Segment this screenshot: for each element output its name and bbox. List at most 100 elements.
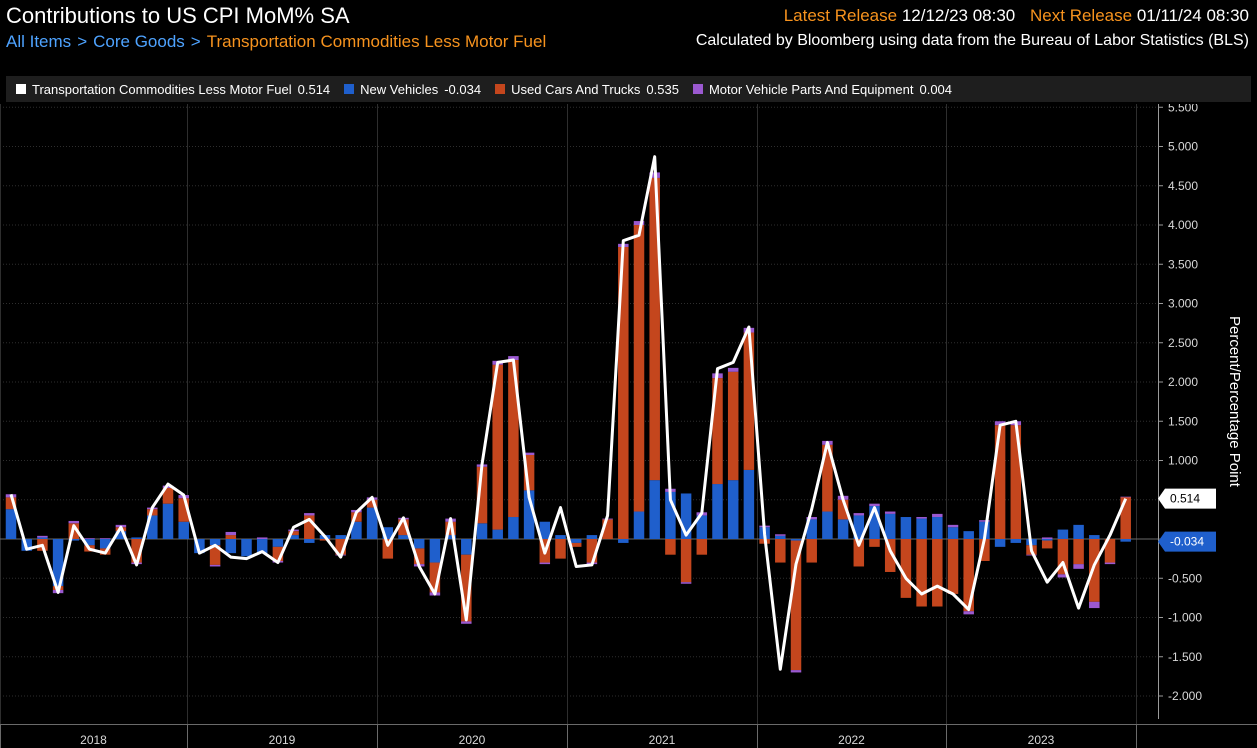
bar-new-vehicles (209, 539, 221, 546)
bar-motor-vehicle-parts-and-equipment (225, 531, 237, 536)
y-axis-title: Percent/Percentage Point (1226, 316, 1243, 488)
bar-used-cars-and-trucks (727, 371, 739, 481)
bar-new-vehicles (822, 511, 833, 539)
breadcrumb-separator-icon: > (190, 32, 201, 51)
bar-new-vehicles (727, 480, 739, 539)
y-tick-label: -1.500 (1168, 650, 1202, 664)
bar-motor-vehicle-parts-and-equipment (806, 517, 817, 520)
legend-swatch-parts (692, 84, 703, 94)
bar-used-cars-and-trucks (5, 497, 17, 510)
bar-used-cars-and-trucks (790, 540, 802, 671)
bar-used-cars-and-trucks (932, 539, 943, 607)
bar-used-cars-and-trucks (555, 539, 566, 559)
breadcrumb-core-goods[interactable]: Core Goods (93, 32, 185, 51)
bar-used-cars-and-trucks (665, 539, 676, 555)
bar-new-vehicles (241, 539, 252, 557)
last-value-marker (1158, 531, 1216, 552)
breadcrumb-separator-icon: > (77, 32, 88, 51)
bar-new-vehicles (413, 539, 425, 549)
bar-new-vehicles (884, 513, 896, 539)
bar-used-cars-and-trucks (696, 539, 708, 555)
y-tick-label: -1.000 (1168, 611, 1202, 625)
y-tick-label: 5.000 (1168, 140, 1198, 154)
bar-used-cars-and-trucks (523, 455, 535, 491)
bar-used-cars-and-trucks (869, 539, 880, 547)
bar-motor-vehicle-parts-and-equipment (963, 611, 974, 615)
source-note: Calculated by Bloomberg using data from … (695, 32, 1249, 49)
chart-header: Contributions to US CPI MoM% SA Latest R… (0, 0, 1257, 56)
bar-used-cars-and-trucks (1089, 539, 1100, 602)
bar-used-cars-and-trucks (586, 539, 598, 563)
bar-used-cars-and-trucks (413, 548, 425, 565)
breadcrumb-all-items[interactable]: All Items (6, 32, 72, 51)
y-tick-label: 4.500 (1168, 179, 1198, 193)
bar-new-vehicles (288, 535, 299, 539)
bar-used-cars-and-trucks (963, 539, 974, 612)
bar-used-cars-and-trucks (272, 546, 284, 561)
bar-used-cars-and-trucks (680, 539, 692, 583)
chart-legend: Transportation Commodities Less Motor Fu… (6, 76, 1251, 102)
y-tick-label: 2.000 (1168, 375, 1198, 389)
bar-new-vehicles (665, 491, 676, 539)
y-tick-label: 1.000 (1168, 454, 1198, 468)
bar-motor-vehicle-parts-and-equipment (523, 452, 535, 456)
bar-motor-vehicle-parts-and-equipment (633, 221, 645, 225)
stacked-bar-chart[interactable]: 5.500 5.000 4.500 4.000 3.500 3.000 2.500 2.000… (0, 104, 1257, 748)
bar-new-vehicles (539, 521, 551, 539)
bar-motor-vehicle-parts-and-equipment (994, 421, 1006, 426)
y-tick-label: 3.500 (1168, 257, 1198, 271)
bar-new-vehicles (445, 535, 456, 539)
bar-used-cars-and-trucks (775, 539, 786, 563)
next-release-value: 01/11/24 08:30 (1136, 6, 1249, 25)
bar-motor-vehicle-parts-and-equipment (1057, 574, 1069, 578)
bar-used-cars-and-trucks (1120, 497, 1131, 539)
bar-used-cars-and-trucks (900, 539, 912, 598)
bar-used-cars-and-trucks (994, 425, 1006, 539)
legend-value: 0.535 (646, 81, 679, 97)
bar-motor-vehicle-parts-and-equipment (84, 538, 95, 539)
bar-new-vehicles (618, 539, 629, 543)
legend-item-total[interactable]: Transportation Commodities Less Motor Fu… (16, 82, 330, 97)
bar-new-vehicles (586, 535, 598, 539)
legend-label: Transportation Commodities Less Motor Fu… (32, 81, 292, 97)
bar-new-vehicles (335, 535, 346, 539)
bar-used-cars-and-trucks (162, 487, 174, 504)
bar-used-cars-and-trucks (884, 539, 896, 572)
breadcrumb-current: Transportation Commodities Less Motor Fu… (206, 32, 547, 51)
latest-release-label: Latest Release (783, 6, 898, 25)
x-tick-label: 2023 (1028, 733, 1055, 747)
legend-label: Used Cars And Trucks (511, 81, 641, 97)
bar-new-vehicles (147, 515, 158, 539)
bar-used-cars-and-trucks (712, 378, 723, 485)
legend-item-parts[interactable]: Motor Vehicle Parts And Equipment 0.004 (692, 82, 952, 97)
bar-motor-vehicle-parts-and-equipment (727, 367, 739, 372)
chart-title: Contributions to US CPI MoM% SA (6, 3, 350, 28)
y-tick-label: 5.500 (1168, 104, 1198, 114)
bar-used-cars-and-trucks (633, 225, 645, 512)
bar-used-cars-and-trucks (131, 539, 142, 563)
bar-new-vehicles (52, 539, 64, 587)
bar-new-vehicles (492, 529, 503, 539)
bar-new-vehicles (900, 517, 912, 539)
bar-new-vehicles (194, 539, 205, 554)
bar-new-vehicles (680, 493, 692, 539)
bar-new-vehicles (1089, 535, 1100, 539)
bar-motor-vehicle-parts-and-equipment (884, 511, 896, 514)
legend-item-new-vehicles[interactable]: New Vehicles -0.034 (344, 82, 481, 97)
bar-new-vehicles (115, 531, 127, 539)
bar-motor-vehicle-parts-and-equipment (1089, 601, 1100, 609)
bar-new-vehicles (712, 484, 723, 539)
last-value-label: -0.034 (1170, 535, 1204, 549)
bar-used-cars-and-trucks (822, 444, 833, 512)
bar-motor-vehicle-parts-and-equipment (869, 503, 880, 507)
bar-new-vehicles (916, 518, 927, 539)
bar-new-vehicles (790, 539, 802, 541)
legend-item-used-cars[interactable]: Used Cars And Trucks 0.535 (495, 82, 679, 97)
y-tick-label: 4.000 (1168, 218, 1198, 232)
bar-used-cars-and-trucks (351, 512, 362, 522)
bar-motor-vehicle-parts-and-equipment (979, 520, 990, 522)
bar-motor-vehicle-parts-and-equipment (37, 535, 48, 538)
latest-release-value: 12/12/23 08:30 (901, 6, 1016, 25)
y-tick-label: 3.000 (1168, 297, 1198, 311)
bar-new-vehicles (382, 527, 394, 539)
